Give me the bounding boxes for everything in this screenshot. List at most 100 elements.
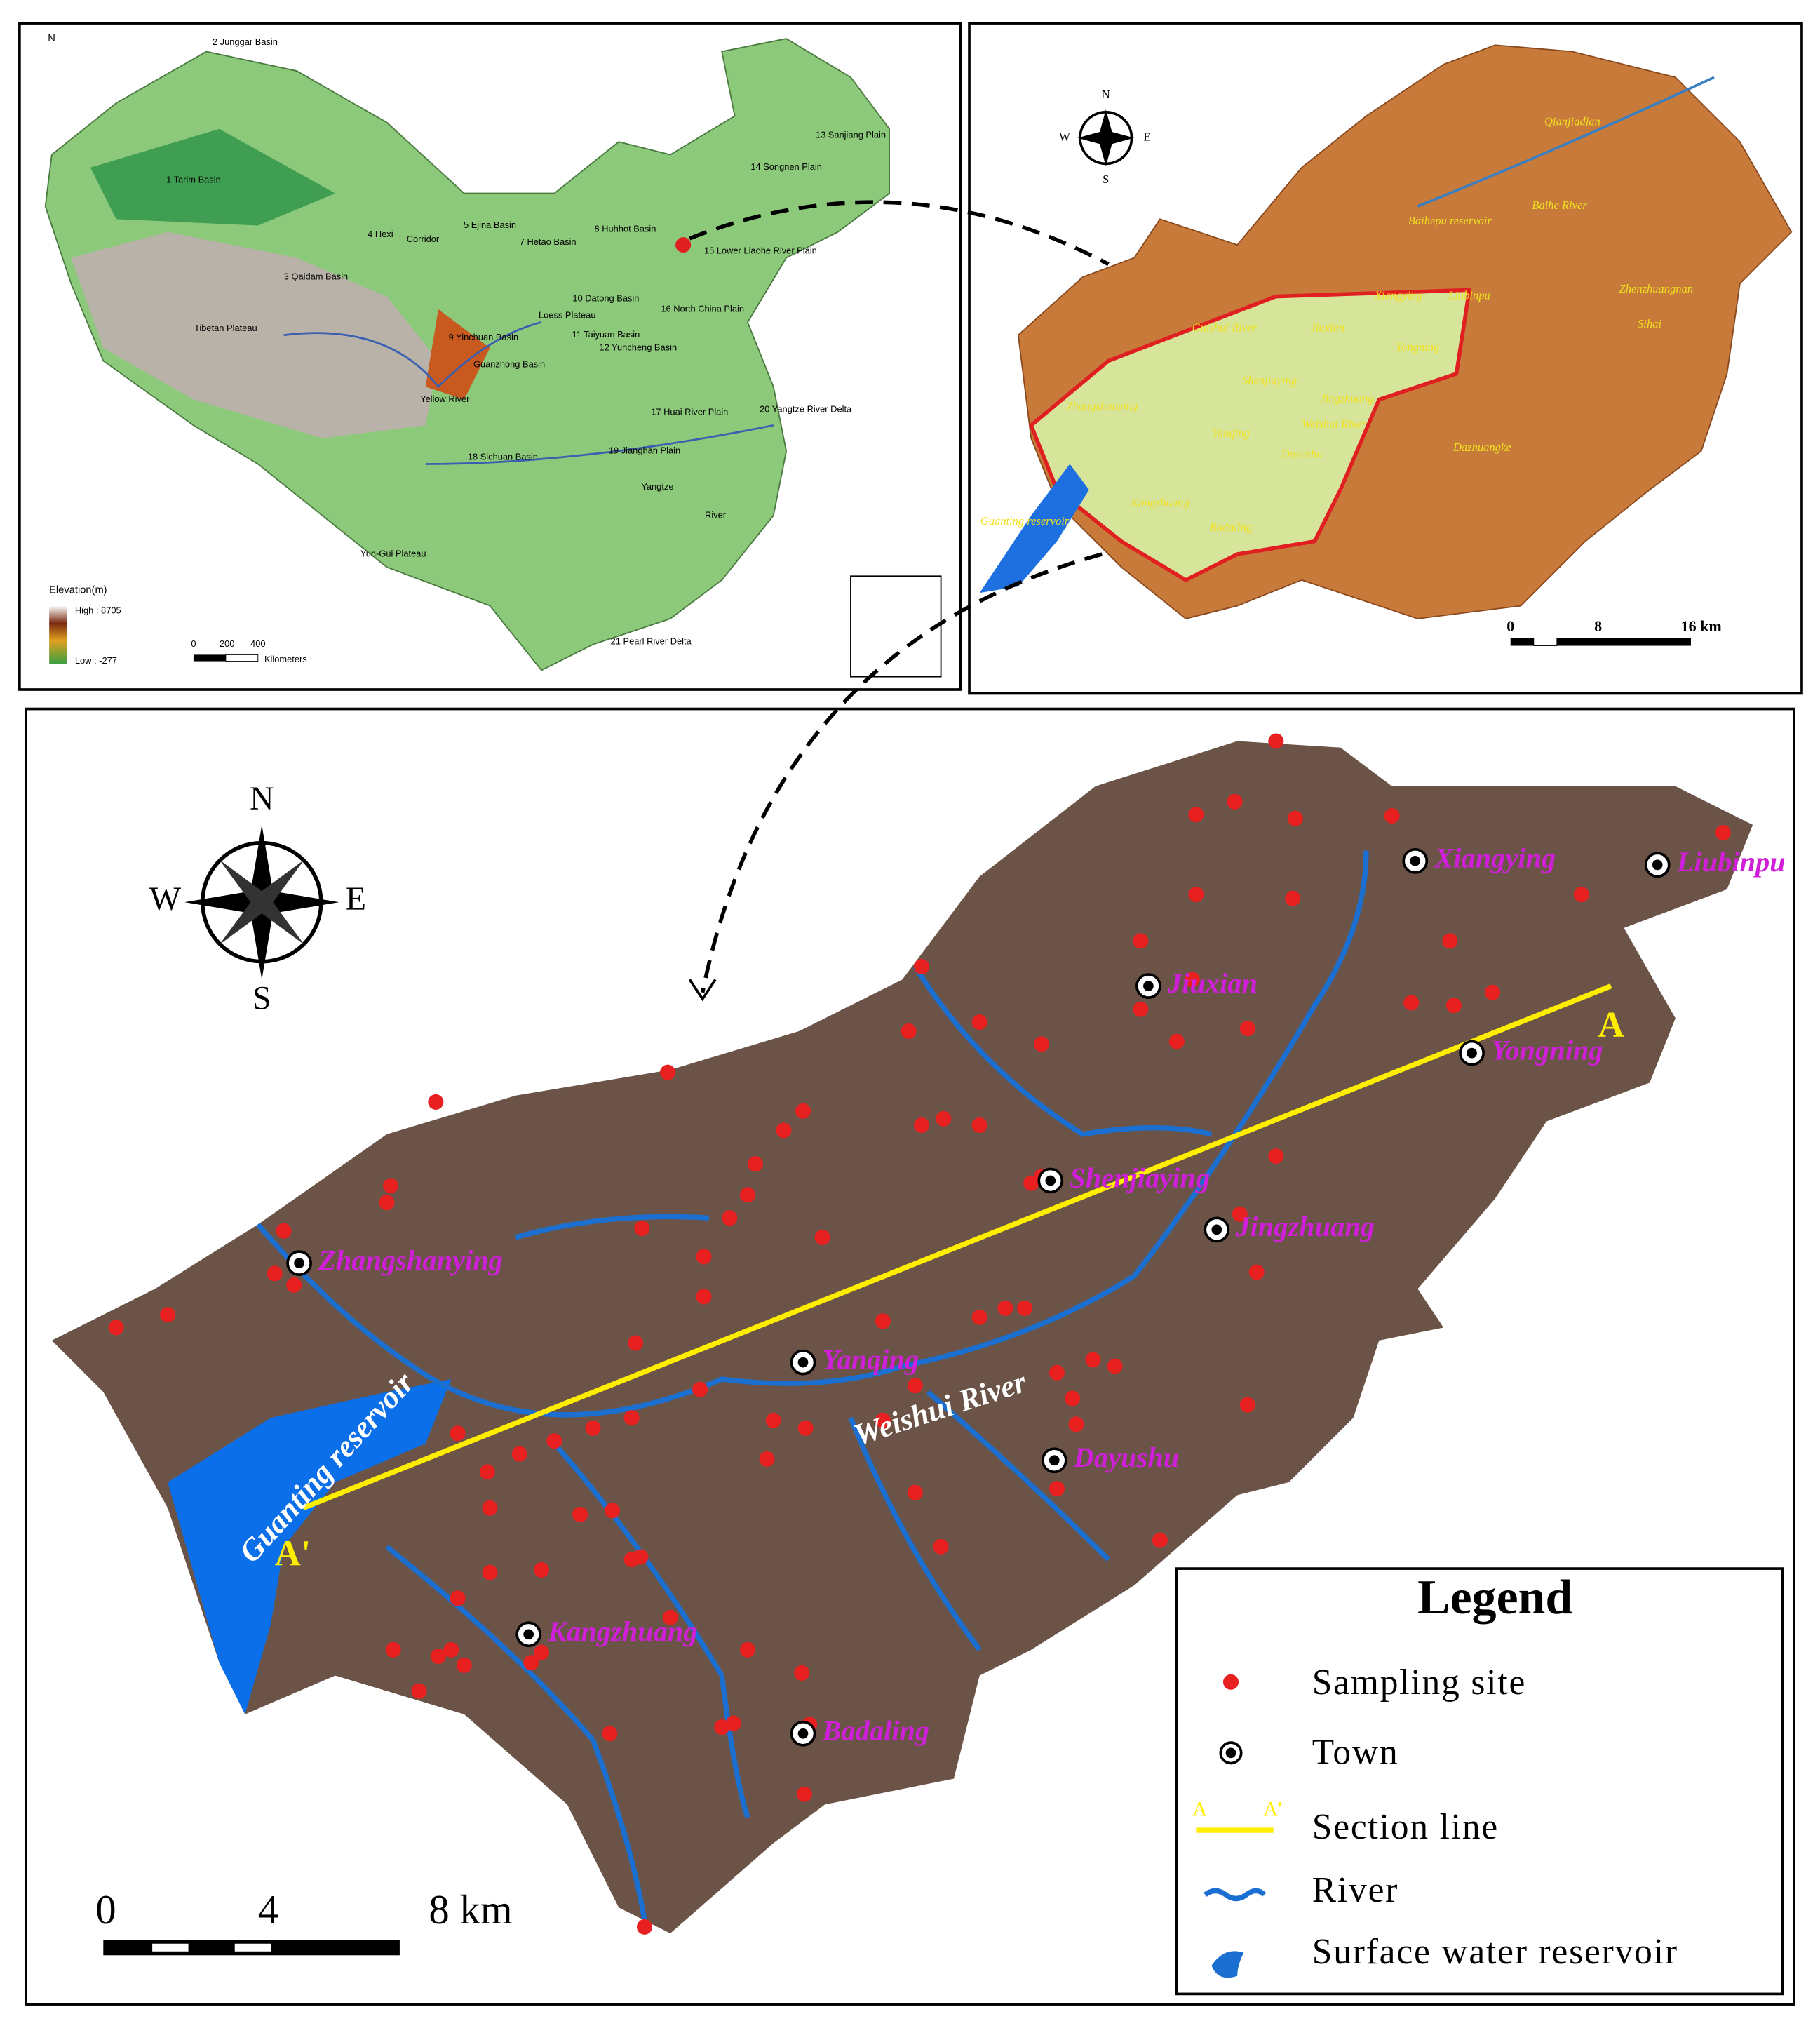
sampling-site: [936, 1110, 952, 1127]
sampling-site: [1232, 1206, 1248, 1222]
label: W: [1059, 130, 1070, 143]
sampling-site: [1033, 1036, 1049, 1052]
river: [552, 1442, 750, 1818]
sampling-site: [533, 1644, 550, 1660]
sampling-site: [765, 1412, 781, 1428]
label: Sampling site: [1312, 1663, 1526, 1703]
label: E: [346, 880, 366, 918]
sampling-site: [1715, 824, 1731, 840]
town-marker: [1467, 1047, 1477, 1059]
sampling-site: [1188, 807, 1204, 823]
label: A': [275, 1533, 311, 1573]
label: 0: [191, 638, 196, 649]
label: 17 Huai River Plain: [651, 406, 728, 417]
sampling-site: [523, 1655, 539, 1671]
legend-river: [1204, 1888, 1267, 1902]
sampling-site: [660, 1064, 676, 1080]
sampling-site: [1268, 1148, 1284, 1164]
sampling-site: [605, 1503, 621, 1519]
label: 12 Yuncheng Basin: [600, 342, 678, 352]
label: 2 Junggar Basin: [213, 36, 278, 47]
sampling-site: [379, 1195, 395, 1211]
sampling-sites: [108, 733, 1731, 1935]
label: Loess Plateau: [539, 310, 596, 321]
town-marker: [1045, 1175, 1056, 1186]
label: 1 Tarim Basin: [166, 175, 221, 185]
label: Kangzhuang: [547, 1616, 697, 1647]
sampling-site: [1227, 793, 1243, 810]
label: Dayushu: [1073, 1442, 1179, 1473]
town-marker: [523, 1629, 534, 1640]
label: Dazhuangke: [1452, 441, 1511, 454]
label: Corridor: [407, 234, 440, 244]
river: [912, 965, 1213, 1137]
main-compass: [184, 824, 339, 980]
sampling-site: [385, 1641, 401, 1658]
section-line: [302, 983, 1612, 1511]
sampling-site: [546, 1433, 562, 1449]
sampling-site: [479, 1464, 495, 1480]
sampling-site: [747, 1156, 764, 1172]
label: Kilometers: [264, 654, 307, 664]
sampling-site: [1445, 998, 1462, 1014]
label: Dayushu: [1281, 447, 1323, 460]
river: [926, 1390, 1111, 1562]
sampling-site: [1184, 972, 1200, 988]
river: [848, 1416, 982, 1652]
sampling-site: [456, 1657, 472, 1673]
label: Shenjiaying: [1070, 1162, 1210, 1193]
sampling-site: [628, 1335, 644, 1351]
sampling-site: [971, 1309, 987, 1325]
sampling-site: [450, 1425, 466, 1442]
guanting-reservoir-small: [979, 464, 1089, 593]
sampling-site: [759, 1451, 775, 1467]
main-scale-bar: [152, 1943, 189, 1952]
label: Liubinpu: [1676, 846, 1786, 878]
town-marker: [797, 1728, 809, 1739]
sampling-site: [160, 1307, 176, 1323]
compass-star: [219, 859, 304, 945]
legend-town: [1225, 1747, 1236, 1759]
label: 15 Lower Liaohe River Plain: [704, 246, 817, 256]
mountains: [425, 309, 490, 400]
label: Jingzhuang: [1235, 1211, 1375, 1242]
legend-dot: [1222, 1674, 1239, 1690]
label: 8 km: [429, 1887, 512, 1933]
label: Yanqing: [1212, 427, 1250, 440]
label: Surface water reservoir: [1312, 1932, 1678, 1972]
label: 4 Hexi: [368, 229, 393, 239]
sampling-site: [696, 1289, 712, 1305]
label: E: [1144, 130, 1151, 143]
sampling-site: [267, 1265, 283, 1282]
yangtze: [425, 424, 774, 465]
label: 10 Datong Basin: [572, 293, 639, 304]
tibetan-plateau: [71, 231, 439, 438]
sampling-site: [276, 1223, 292, 1239]
label: Qianjiadian: [1544, 114, 1600, 128]
label: S: [1103, 173, 1109, 186]
china-scale-bar: [225, 654, 259, 662]
sampling-site: [875, 1313, 891, 1329]
label: Low : -277: [75, 655, 117, 666]
sampling-site: [1573, 887, 1589, 903]
arrow: [700, 552, 1103, 993]
study-area-marker: [675, 237, 692, 253]
sampling-site: [411, 1683, 427, 1699]
arrow-head: [688, 979, 717, 1002]
regional-compass: [1077, 109, 1135, 167]
town-marker: [1211, 1224, 1222, 1235]
sampling-site: [1285, 890, 1301, 906]
guanting-reservoir: [168, 1378, 452, 1714]
label: Yun-Gui Plateau: [360, 548, 426, 558]
sampling-site: [933, 1538, 949, 1555]
yellow-river: [283, 321, 542, 389]
sampling-site: [1152, 1532, 1168, 1548]
label: Yanqing: [823, 1343, 919, 1375]
sampling-site: [482, 1500, 498, 1516]
sampling-site: [907, 1484, 923, 1500]
label: Town: [1312, 1732, 1399, 1772]
label: Baihepu reservoir: [1408, 214, 1492, 227]
sampling-site: [443, 1641, 459, 1658]
label: 16 km: [1681, 617, 1722, 635]
sampling-site: [633, 1549, 649, 1565]
